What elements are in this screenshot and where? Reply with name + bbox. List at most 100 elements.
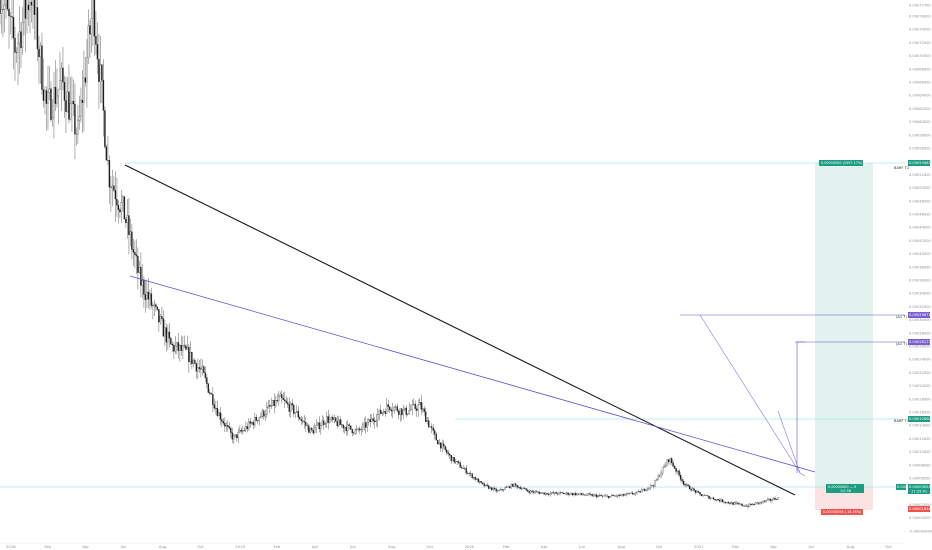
candle-body: [329, 418, 331, 423]
candle-body: [222, 421, 225, 424]
candle-body: [56, 95, 58, 104]
candle-body: [643, 489, 646, 491]
candle-body: [359, 428, 361, 431]
candle-body: [32, 0, 34, 6]
candle-body: [327, 416, 329, 423]
entry-text: 0.00000000 — 0: [828, 485, 856, 489]
candle-body: [162, 318, 165, 337]
candle-body: [45, 90, 48, 104]
candle-body: [131, 231, 133, 250]
candle-body: [440, 442, 442, 449]
candle-body: [571, 493, 574, 496]
projection-line-c[interactable]: [796, 341, 805, 473]
price-axis[interactable]: 0.00077700 0.00076000 0.00074000 0.00072000…: [909, 3, 932, 533]
candle-body: [321, 420, 323, 426]
candle-body: [8, 8, 10, 17]
candle-body: [270, 405, 273, 407]
candle-body: [417, 404, 419, 411]
candle-body: [3, 4, 6, 10]
candle-body: [669, 458, 671, 462]
candle-body: [83, 77, 85, 103]
price-tag-a1-lower-text: 0.00028177: [909, 340, 931, 344]
candle-body: [23, 0, 25, 23]
trendline-black[interactable]: [124, 164, 796, 496]
candle-body: [165, 327, 168, 343]
candle-body: [365, 422, 367, 428]
candle-body: [105, 146, 108, 161]
x-tick-label: Jun: [578, 544, 586, 549]
y-tick-label: 0.00076000: [909, 15, 931, 19]
candle-body: [62, 67, 64, 83]
candle-body: [296, 410, 298, 413]
candle-body: [558, 492, 560, 495]
candle-body: [149, 293, 151, 300]
candle-body: [191, 352, 193, 364]
candle-body: [634, 492, 637, 495]
candle-body: [206, 377, 208, 384]
candle-body: [495, 488, 497, 492]
y-tick-label: 0.00014000: [909, 424, 931, 428]
candle-body: [670, 458, 673, 463]
y-tick-label: 0.00040000: [909, 252, 931, 256]
candle-body: [540, 492, 542, 494]
candle-body: [354, 429, 356, 434]
candle-body: [699, 492, 701, 495]
candle-body: [120, 202, 123, 213]
candle-body: [6, 0, 9, 10]
candle-body: [138, 267, 141, 273]
candle-body: [179, 345, 181, 351]
candle-body: [491, 487, 493, 490]
y-tick-label: 0.00066000: [909, 81, 931, 85]
candle-body: [246, 426, 249, 429]
projection-line-a[interactable]: [699, 314, 801, 474]
y-tick-label: 0.00028000: [909, 331, 931, 335]
candle-body: [438, 442, 440, 445]
candle-body: [168, 331, 171, 339]
y-tick-label: 0.00006000: [909, 477, 931, 481]
price-tag-barf-t2: [908, 160, 930, 166]
candle-body: [426, 420, 428, 423]
candle-body: [732, 502, 734, 505]
candle-body: [504, 487, 506, 490]
current-price-tag: [908, 484, 930, 494]
candle-body: [434, 430, 436, 435]
candle-body: [435, 433, 437, 441]
candle-body: [348, 424, 350, 426]
candle-body: [505, 487, 508, 488]
candle-body: [489, 487, 491, 489]
candle-body: [573, 493, 575, 496]
candle-body: [712, 497, 715, 500]
candle-body: [333, 417, 335, 420]
candle-body: [762, 500, 764, 503]
entry-annotation: 0.00000000 — 0 1:0.36: [826, 484, 864, 493]
candle-body: [344, 426, 346, 429]
candle-body: [500, 489, 502, 491]
candle-body: [660, 472, 662, 477]
candle-body: [386, 404, 388, 414]
x-tick-label: 2019: [235, 544, 245, 549]
candle-body: [676, 470, 679, 472]
x-tick-label: Jun: [120, 544, 128, 549]
candle-body: [607, 496, 610, 498]
candle-body: [66, 91, 69, 112]
candle-body: [290, 403, 292, 412]
candle-body: [305, 422, 307, 426]
trendline-purple[interactable]: [129, 275, 816, 473]
candle-body: [227, 425, 229, 427]
y-tick-label: 0.00052000: [909, 173, 931, 177]
candle-body: [146, 291, 148, 300]
time-axis[interactable]: 2018 Feb Apr Jun Aug Oct 2019 Feb Apr Jun Aug Oct 20…: [6, 544, 892, 549]
candle-body: [209, 392, 211, 394]
candle-body: [754, 502, 757, 505]
candle-body: [14, 37, 16, 53]
candle-body: [96, 44, 99, 60]
candle-body: [92, 0, 94, 19]
x-tick-label: Oct: [656, 544, 663, 549]
projection-line-b[interactable]: [777, 410, 806, 477]
candle-body: [242, 430, 244, 432]
candle-body: [538, 492, 541, 494]
candle-body: [288, 404, 290, 412]
candle-body: [5, 0, 7, 6]
current-price-time: 17:35:41: [911, 490, 927, 494]
